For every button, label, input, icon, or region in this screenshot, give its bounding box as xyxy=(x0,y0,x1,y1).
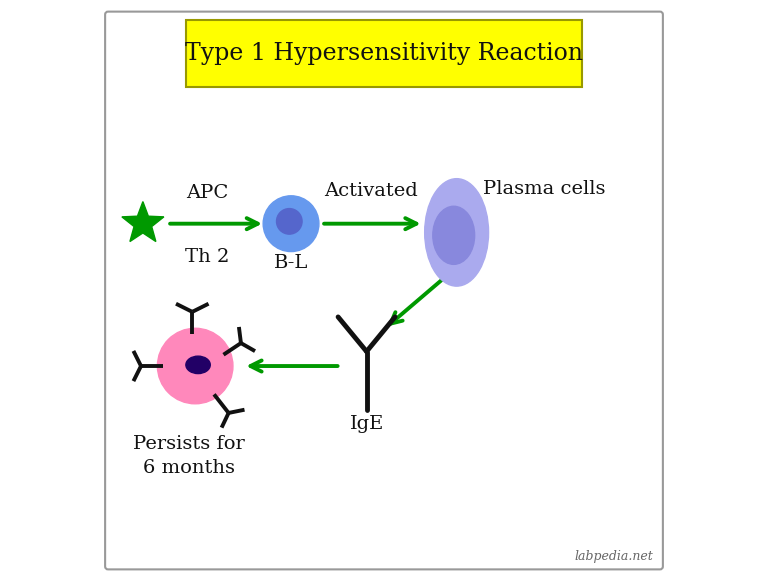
Polygon shape xyxy=(122,202,164,242)
Circle shape xyxy=(276,209,302,234)
Text: Plasma cells: Plasma cells xyxy=(482,180,605,198)
Circle shape xyxy=(263,196,319,252)
Text: B-L: B-L xyxy=(274,254,308,271)
Text: Activated: Activated xyxy=(324,182,418,199)
FancyBboxPatch shape xyxy=(187,20,581,87)
Text: IgE: IgE xyxy=(349,415,384,433)
FancyBboxPatch shape xyxy=(105,12,663,569)
Text: APC: APC xyxy=(186,184,228,202)
Text: Th 2: Th 2 xyxy=(184,248,229,266)
Text: Type 1 Hypersensitivity Reaction: Type 1 Hypersensitivity Reaction xyxy=(185,42,583,65)
Text: Persists for
6 months: Persists for 6 months xyxy=(134,435,245,477)
Ellipse shape xyxy=(186,356,210,374)
Circle shape xyxy=(157,328,233,404)
Ellipse shape xyxy=(425,179,488,286)
Ellipse shape xyxy=(433,206,475,264)
Text: labpedia.net: labpedia.net xyxy=(574,550,653,563)
